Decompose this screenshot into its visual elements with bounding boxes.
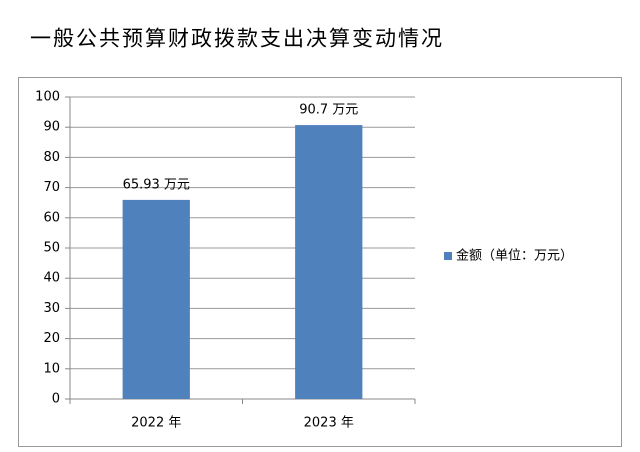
legend-label: 金额（单位：万元） xyxy=(456,248,573,264)
legend-swatch xyxy=(444,252,452,260)
chart-title: 一般公共预算财政拨款支出决算变动情况 xyxy=(30,27,444,51)
bar xyxy=(122,199,190,399)
y-tick-label: 10 xyxy=(43,361,60,376)
y-tick-label: 20 xyxy=(43,331,60,346)
x-tick-label: 2023 年 xyxy=(304,416,354,431)
chart-border xyxy=(18,77,622,447)
y-tick-label: 0 xyxy=(52,392,60,407)
y-tick-label: 80 xyxy=(43,150,60,165)
y-tick-label: 40 xyxy=(43,271,60,286)
y-tick-label: 90 xyxy=(43,120,60,135)
y-tick-label: 30 xyxy=(43,301,60,316)
x-tick-label: 2022 年 xyxy=(131,416,181,431)
data-label: 65.93 万元 xyxy=(123,177,190,192)
y-tick-label: 100 xyxy=(35,90,60,105)
data-label: 90.7 万元 xyxy=(299,103,358,118)
y-tick-label: 60 xyxy=(43,210,60,225)
bar xyxy=(295,125,363,399)
y-tick-label: 70 xyxy=(43,180,60,195)
y-tick-label: 50 xyxy=(43,241,60,256)
